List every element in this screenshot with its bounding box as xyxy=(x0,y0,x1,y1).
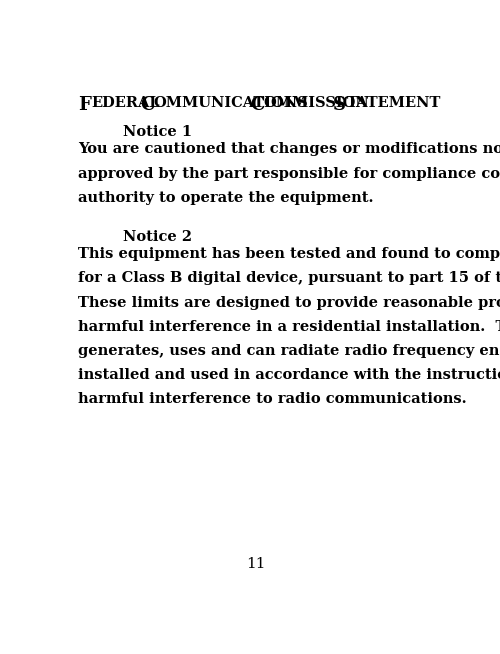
Text: generates, uses and can radiate radio frequency energy and, if not: generates, uses and can radiate radio fr… xyxy=(78,344,500,358)
Text: These limits are designed to provide reasonable protection against: These limits are designed to provide rea… xyxy=(78,296,500,309)
Text: EDERAL: EDERAL xyxy=(92,96,160,110)
Text: OMMUNICATIONS: OMMUNICATIONS xyxy=(154,96,308,110)
Text: 11: 11 xyxy=(246,557,266,571)
Text: S: S xyxy=(333,96,346,114)
Text: harmful interference in a residential installation.  This equipment: harmful interference in a residential in… xyxy=(78,320,500,334)
Text: Notice 2: Notice 2 xyxy=(122,230,192,243)
Text: for a Class B digital device, pursuant to part 15 of the FCC rules.: for a Class B digital device, pursuant t… xyxy=(78,271,500,285)
Text: OMMISSION: OMMISSION xyxy=(264,96,370,110)
Text: approved by the part responsible for compliance could void the user’s: approved by the part responsible for com… xyxy=(78,167,500,181)
Text: F: F xyxy=(78,96,91,114)
Text: installed and used in accordance with the instructions, may cause: installed and used in accordance with th… xyxy=(78,368,500,382)
Text: harmful interference to radio communications.: harmful interference to radio communicat… xyxy=(78,392,466,406)
Text: C: C xyxy=(250,96,264,114)
Text: TATEMENT: TATEMENT xyxy=(346,96,441,110)
Text: This equipment has been tested and found to comply with the limits: This equipment has been tested and found… xyxy=(78,247,500,261)
Text: You are cautioned that changes or modifications not expressly: You are cautioned that changes or modifi… xyxy=(78,143,500,156)
Text: Notice 1: Notice 1 xyxy=(122,125,192,139)
Text: authority to operate the equipment.: authority to operate the equipment. xyxy=(78,191,374,205)
Text: C: C xyxy=(140,96,154,114)
